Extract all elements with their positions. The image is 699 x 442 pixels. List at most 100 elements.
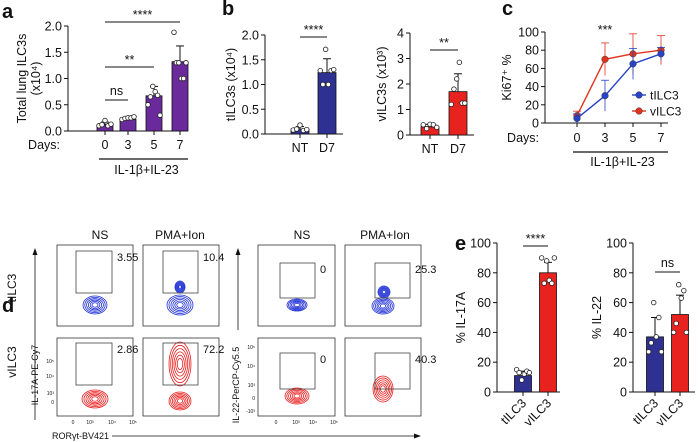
legend-marker bbox=[635, 91, 643, 99]
x-tick-label: D7 bbox=[450, 142, 466, 156]
chart-b-2: 0 1 2 3 4 NT D7 ** vILC3s (x10³) bbox=[375, 27, 474, 156]
contour bbox=[288, 389, 306, 402]
data-point bbox=[154, 92, 161, 98]
significance-label: ** bbox=[125, 53, 135, 67]
data-point bbox=[325, 81, 332, 88]
gate-percentage: 10.4 bbox=[203, 252, 224, 264]
y-tick-label: 80 bbox=[477, 266, 491, 280]
data-point bbox=[102, 117, 108, 124]
contour bbox=[373, 298, 393, 314]
y-tick-label: 80 bbox=[525, 44, 539, 58]
gate-percentage: 0 bbox=[320, 264, 326, 276]
flow-plot: 10.4 bbox=[142, 244, 224, 327]
contour bbox=[175, 281, 185, 293]
y-tick-label: 100 bbox=[606, 237, 627, 251]
contour bbox=[174, 300, 186, 310]
contour bbox=[382, 290, 386, 294]
flow-plot: 0 bbox=[257, 337, 336, 417]
y-axis-label: IL-17A-PE-Cy7 bbox=[30, 345, 40, 406]
contour bbox=[288, 299, 306, 311]
data-point bbox=[681, 287, 687, 294]
data-point bbox=[434, 124, 440, 131]
y-tick-label: 2.0 bbox=[242, 29, 259, 43]
contour bbox=[294, 303, 300, 307]
days-label: Days: bbox=[507, 131, 539, 145]
y-tick-label: 0 bbox=[532, 117, 539, 131]
contour bbox=[171, 394, 189, 408]
column-header: NS bbox=[92, 228, 109, 242]
data-point bbox=[678, 295, 684, 301]
x-tick-label: 0 bbox=[574, 131, 581, 145]
data-point bbox=[297, 122, 303, 128]
data-point bbox=[629, 60, 637, 68]
chart-b-1: 0.0 0.5 1.0 1.5 2.0 NT D7 **** tILC3s (x10⁴) bbox=[224, 23, 343, 155]
contour bbox=[381, 289, 387, 295]
contour bbox=[291, 392, 303, 400]
x-tick-label: 0 bbox=[72, 420, 75, 426]
y-tick-label: 0.5 bbox=[45, 98, 62, 112]
x-tick-label: 10⁵ bbox=[129, 420, 137, 426]
y-axis-label: Total lung ILC3s bbox=[15, 34, 29, 124]
gate bbox=[75, 342, 113, 386]
contour bbox=[378, 286, 390, 298]
y-tick-label: 10³ bbox=[47, 391, 55, 397]
arrow-head bbox=[32, 248, 38, 255]
contour bbox=[175, 354, 185, 374]
y-tick-label: 0 bbox=[51, 400, 54, 406]
data-point bbox=[656, 314, 662, 321]
flow-cytometry-panel: NS PMA+Ion NS PMA+Ion tILC3 vILC3 3.55 10.4 0 25.… bbox=[5, 228, 436, 441]
gate bbox=[279, 262, 316, 299]
legend-label: vILC3 bbox=[650, 105, 682, 119]
x-tick-label: 5 bbox=[151, 138, 158, 152]
data-point bbox=[549, 280, 555, 286]
significance-label: ns bbox=[661, 256, 674, 270]
x-tick-label: 0 bbox=[102, 138, 109, 152]
y-axis-label: % IL-17A bbox=[454, 291, 468, 343]
y-axis-label: vILC3s (x10³) bbox=[375, 46, 389, 121]
x-tick-label: 3 bbox=[602, 131, 609, 145]
data-point bbox=[131, 114, 137, 120]
data-point bbox=[320, 81, 326, 88]
significance-label: **** bbox=[526, 232, 546, 246]
series-line-vILC3 bbox=[576, 49, 662, 117]
significance-label: **** bbox=[304, 23, 324, 37]
y-axis-label: IL-22-PerCP-Cy5.5 bbox=[231, 347, 241, 424]
contour bbox=[85, 392, 105, 406]
x-tick-label: 10⁴ bbox=[108, 420, 116, 426]
x-tick-label: 10³ bbox=[292, 420, 300, 426]
legend-label: tILC3 bbox=[650, 89, 679, 103]
y-tick-label: 0 bbox=[252, 396, 255, 402]
arrow-head bbox=[235, 248, 241, 255]
data-point bbox=[145, 102, 151, 108]
y-tick-label: 3 bbox=[397, 52, 404, 66]
y-tick-label: 60 bbox=[477, 296, 491, 310]
contour bbox=[83, 390, 107, 408]
y-tick-label: 40 bbox=[477, 326, 491, 340]
data-point bbox=[150, 83, 156, 90]
data-point bbox=[645, 349, 652, 355]
contour bbox=[168, 296, 192, 314]
data-point bbox=[673, 320, 679, 327]
gate bbox=[162, 250, 199, 294]
gate-percentage: 0 bbox=[320, 354, 326, 366]
data-point bbox=[322, 46, 329, 53]
column-header: PMA+Ion bbox=[155, 228, 205, 242]
x-tick-label: 3 bbox=[125, 138, 132, 152]
y-tick-label: 10⁴ bbox=[46, 374, 54, 380]
x-tick-label: 10⁴ bbox=[309, 420, 317, 426]
y-tick-label: -10³ bbox=[246, 409, 255, 415]
panel-label-c: c bbox=[502, 0, 513, 20]
contour bbox=[175, 396, 185, 405]
contour bbox=[380, 288, 388, 296]
contour bbox=[376, 301, 390, 311]
contour bbox=[289, 300, 305, 310]
data-point bbox=[448, 101, 454, 108]
gate-percentage: 3.55 bbox=[117, 252, 138, 264]
contour bbox=[177, 284, 183, 290]
y-tick-label: 1.5 bbox=[242, 53, 259, 67]
contour bbox=[378, 302, 388, 310]
data-point bbox=[551, 255, 558, 261]
data-point bbox=[648, 340, 654, 346]
